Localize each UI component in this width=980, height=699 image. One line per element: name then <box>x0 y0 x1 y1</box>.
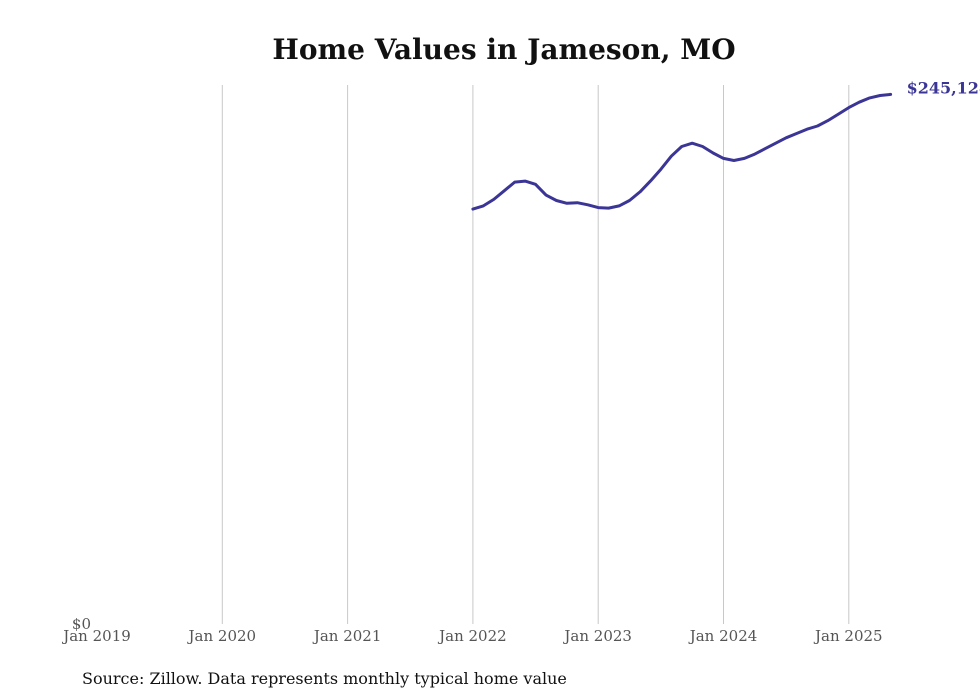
x-tick-label: Jan 2020 <box>187 627 257 645</box>
x-tick-label: Jan 2021 <box>312 627 382 645</box>
gridlines <box>221 85 850 624</box>
x-axis-ticks: Jan 2019 Jan 2020 Jan 2021 Jan 2022 Jan 2023… <box>61 627 882 645</box>
end-value-label: $245,128 <box>907 78 980 97</box>
y-axis-zero-label: $0 <box>72 615 91 633</box>
x-tick-label: Jan 2022 <box>437 627 507 645</box>
series-lines <box>471 92 893 211</box>
x-tick-label: Jan 2023 <box>562 627 632 645</box>
source-note: Source: Zillow. Data represents monthly … <box>82 669 567 688</box>
x-tick-label: Jan 2025 <box>813 627 883 645</box>
x-tick-label: Jan 2024 <box>688 627 758 645</box>
home-value-line <box>471 92 893 211</box>
x-tick-label: Jan 2019 <box>61 627 131 645</box>
chart-title: Home Values in Jameson, MO <box>272 33 735 66</box>
